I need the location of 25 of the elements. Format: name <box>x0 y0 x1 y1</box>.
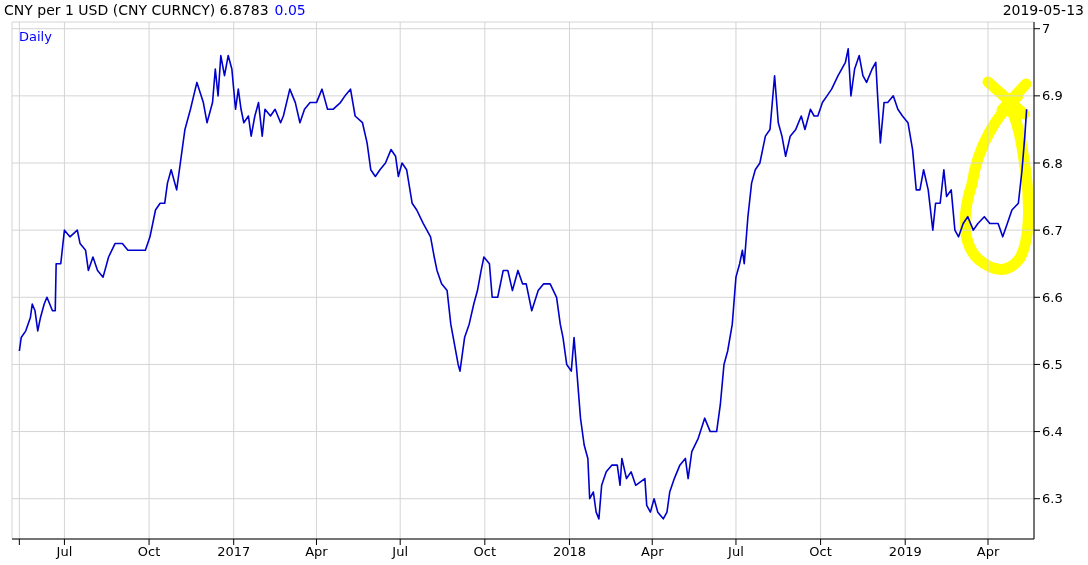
x-tick-label: 2017 <box>217 544 251 560</box>
chart-title: CNY per 1 USD (CNY CURNCY) 6.8783 <box>4 2 269 18</box>
y-tick-label: 6.4 <box>1042 424 1063 440</box>
x-tick-label: Apr <box>976 544 1000 560</box>
line-series <box>18 48 1028 520</box>
x-tick-label: 2018 <box>552 544 586 560</box>
y-tick-label: 6.5 <box>1042 357 1063 373</box>
y-tick-label: 6.6 <box>1042 289 1063 305</box>
x-tick-label: Oct <box>473 544 497 560</box>
x-tick-label: Jul <box>727 544 744 560</box>
x-tick-label: Jul <box>391 544 409 560</box>
x-tick-label: Apr <box>640 544 665 560</box>
text: 0.05 <box>274 2 306 18</box>
x-tick-label: Oct <box>137 544 161 560</box>
y-tick-label: 6.3 <box>1042 491 1063 507</box>
x-tick-label: Jul <box>55 544 73 560</box>
annotation: Daily <box>19 29 52 44</box>
x-tick-label: 2019 <box>888 544 922 560</box>
x-tick-label: Oct <box>809 544 832 560</box>
y-tick-label: 7 <box>1042 21 1051 37</box>
x-tick-label: Apr <box>305 544 329 560</box>
y-tick-label: 6.8 <box>1042 155 1063 171</box>
y-tick-label: 6.9 <box>1042 88 1063 104</box>
y-tick-label: 6.7 <box>1042 222 1063 238</box>
text: 2019-05-13 <box>1002 2 1084 18</box>
